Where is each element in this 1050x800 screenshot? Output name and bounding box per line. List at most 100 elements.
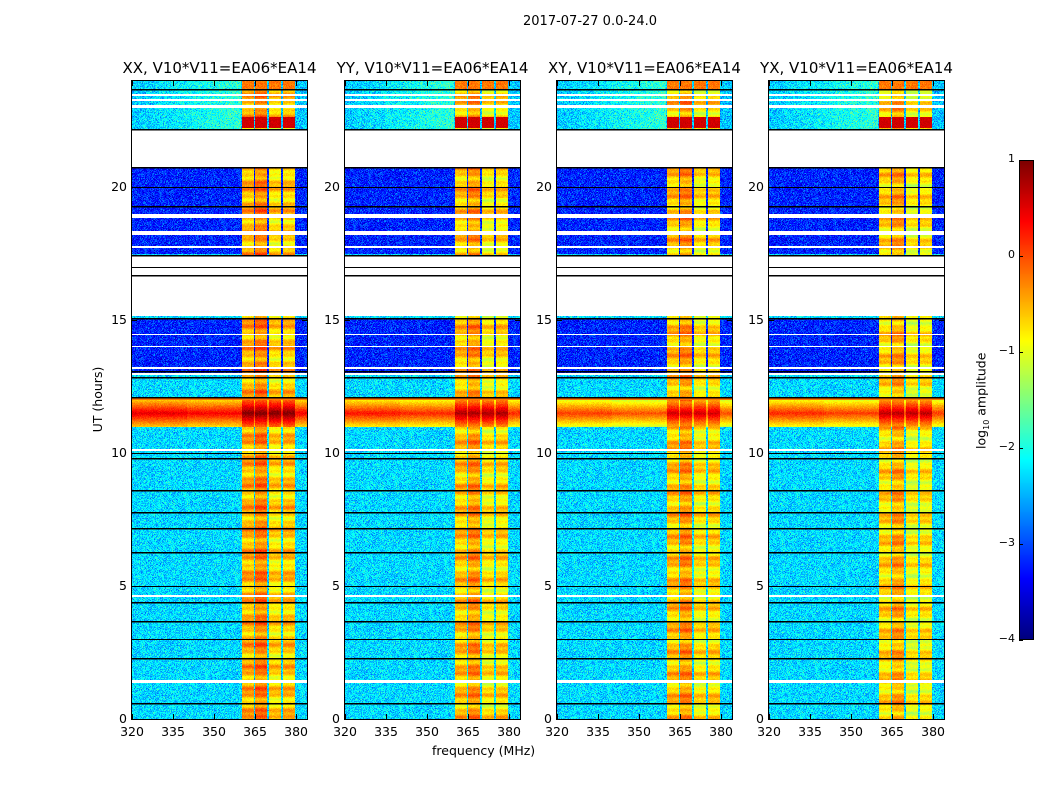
- y-tick: [769, 320, 774, 322]
- spectrogram-panel: [556, 80, 733, 720]
- x-tick: [769, 81, 770, 86]
- y-tick-label: 15: [748, 312, 764, 328]
- y-tick: [939, 586, 944, 588]
- x-tick: [386, 714, 388, 719]
- x-tick: [557, 714, 558, 719]
- y-tick: [939, 320, 944, 322]
- y-tick: [515, 187, 520, 189]
- x-tick: [386, 81, 388, 86]
- x-tick: [468, 714, 470, 719]
- y-tick-label: 20: [748, 179, 764, 195]
- y-tick-label: 0: [119, 711, 127, 726]
- y-tick-label: 10: [536, 445, 552, 461]
- colorbar-gradient: [1020, 161, 1033, 639]
- colorbar-label: log10 amplitude: [973, 351, 991, 451]
- x-tick: [557, 81, 558, 86]
- y-tick-label: 0: [544, 711, 552, 726]
- x-tick: [509, 714, 511, 719]
- x-tick: [214, 714, 216, 719]
- colorbar-tick: [1019, 448, 1023, 449]
- x-tick: [598, 714, 600, 719]
- x-tick: [933, 714, 935, 719]
- x-tick: [933, 81, 935, 86]
- colorbar-tick-label: −1: [998, 344, 1015, 357]
- y-tick: [939, 453, 944, 455]
- y-tick: [769, 586, 774, 588]
- y-axis-label: UT (hours): [90, 366, 105, 433]
- x-tick: [173, 81, 175, 86]
- colorbar-tick: [1019, 160, 1023, 161]
- y-tick: [515, 453, 520, 455]
- colorbar-label-sub: 10: [981, 419, 991, 430]
- y-tick: [132, 320, 137, 322]
- y-tick-label: 5: [332, 578, 340, 594]
- x-tick-label: 320: [120, 724, 144, 739]
- x-tick: [132, 714, 133, 719]
- colorbar-tick-label: −2: [998, 440, 1015, 453]
- colorbar-tick: [1019, 352, 1023, 353]
- x-tick: [810, 714, 812, 719]
- y-tick: [302, 453, 307, 455]
- x-tick: [892, 81, 894, 86]
- colorbar-tick: [1019, 640, 1023, 641]
- x-tick-label: 365: [456, 724, 480, 739]
- x-tick: [892, 714, 894, 719]
- y-tick: [557, 320, 562, 322]
- y-tick: [345, 453, 350, 455]
- colorbar-tick: [1019, 544, 1023, 545]
- x-tick-label: 365: [668, 724, 692, 739]
- x-tick: [680, 714, 682, 719]
- y-tick-label: 5: [119, 578, 127, 594]
- x-tick-label: 365: [243, 724, 267, 739]
- colorbar-tick-label: 1: [1008, 152, 1015, 165]
- x-tick: [296, 81, 298, 86]
- y-tick-label: 5: [756, 578, 764, 594]
- y-tick-label: 15: [536, 312, 552, 328]
- y-tick: [515, 586, 520, 588]
- figure-title: 2017-07-27 0.0-24.0: [523, 14, 657, 29]
- y-tick-label: 20: [111, 179, 127, 195]
- y-tick: [132, 586, 137, 588]
- x-tick-label: 350: [627, 724, 651, 739]
- x-tick-label: 380: [709, 724, 733, 739]
- x-tick-label: 350: [839, 724, 863, 739]
- spectrogram-panel: [344, 80, 521, 720]
- x-tick: [345, 714, 346, 719]
- y-tick: [302, 719, 307, 720]
- panel-title: YY, V10*V11=EA06*EA14: [336, 59, 529, 77]
- y-tick: [727, 320, 732, 322]
- x-tick-label: 335: [798, 724, 822, 739]
- y-tick: [557, 453, 562, 455]
- x-tick-label: 320: [545, 724, 569, 739]
- x-tick: [255, 81, 257, 86]
- x-tick: [132, 81, 133, 86]
- y-tick: [132, 453, 137, 455]
- y-tick: [727, 719, 732, 720]
- y-tick: [345, 320, 350, 322]
- y-tick-label: 10: [324, 445, 340, 461]
- x-tick-label: 335: [374, 724, 398, 739]
- x-tick-label: 350: [202, 724, 226, 739]
- x-tick: [509, 81, 511, 86]
- colorbar-tick: [1019, 256, 1023, 257]
- x-tick: [214, 81, 216, 86]
- y-tick: [302, 320, 307, 322]
- x-tick: [680, 81, 682, 86]
- heatmap-image: [132, 81, 307, 719]
- x-tick: [345, 81, 346, 86]
- x-tick: [427, 81, 429, 86]
- panel-title: XX, V10*V11=EA06*EA14: [122, 59, 317, 77]
- x-tick: [851, 714, 853, 719]
- y-tick-label: 15: [111, 312, 127, 328]
- colorbar-tick-label: −3: [998, 536, 1015, 549]
- y-tick: [515, 320, 520, 322]
- x-tick-label: 365: [880, 724, 904, 739]
- y-tick: [557, 586, 562, 588]
- y-tick: [939, 719, 944, 720]
- x-tick-label: 335: [161, 724, 185, 739]
- y-tick: [132, 719, 137, 720]
- x-tick-label: 335: [586, 724, 610, 739]
- x-tick: [639, 81, 641, 86]
- y-tick: [515, 719, 520, 720]
- y-tick: [727, 453, 732, 455]
